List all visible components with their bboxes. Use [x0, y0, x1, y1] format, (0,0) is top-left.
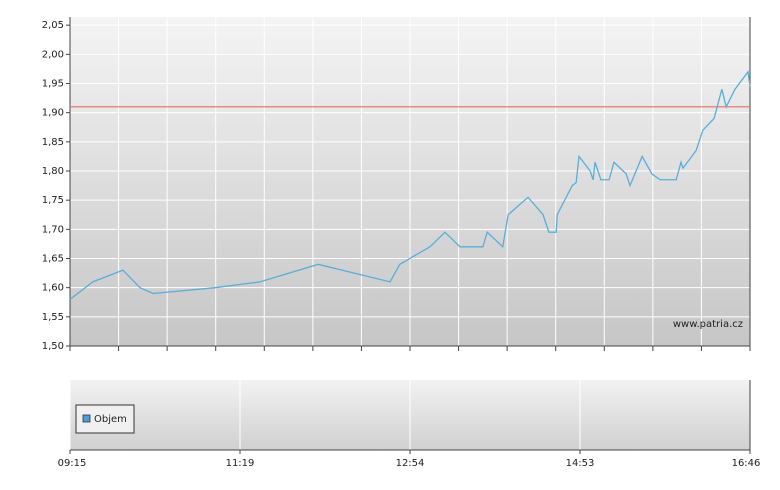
price-line — [69, 70, 751, 300]
x-tick-label: 09:15 — [58, 458, 87, 469]
x-tick-label: 11:19 — [226, 458, 255, 469]
watermark: www.patria.cz — [673, 319, 743, 330]
y-tick-label: 2,00 — [42, 49, 64, 60]
x-tick-label: 12:54 — [396, 458, 425, 469]
legend-swatch — [82, 414, 91, 423]
y-tick-label: 1,90 — [42, 108, 64, 119]
y-tick-label: 1,55 — [42, 312, 64, 323]
x-tick-label: 16:46 — [732, 458, 761, 469]
y-tick-label: 1,50 — [42, 341, 64, 352]
y-tick-label: 1,95 — [42, 79, 64, 90]
y-tick-label: 1,70 — [42, 224, 64, 235]
y-tick-label: 1,85 — [42, 137, 64, 148]
y-tick-label: 1,60 — [42, 283, 64, 294]
y-tick-label: 1,75 — [42, 195, 64, 206]
legend-label: Objem — [94, 414, 127, 425]
x-tick-label: 14:53 — [566, 458, 595, 469]
y-tick-label: 2,05 — [42, 20, 64, 31]
y-tick-label: 1,80 — [42, 166, 64, 177]
y-tick-label: 1,65 — [42, 254, 64, 265]
